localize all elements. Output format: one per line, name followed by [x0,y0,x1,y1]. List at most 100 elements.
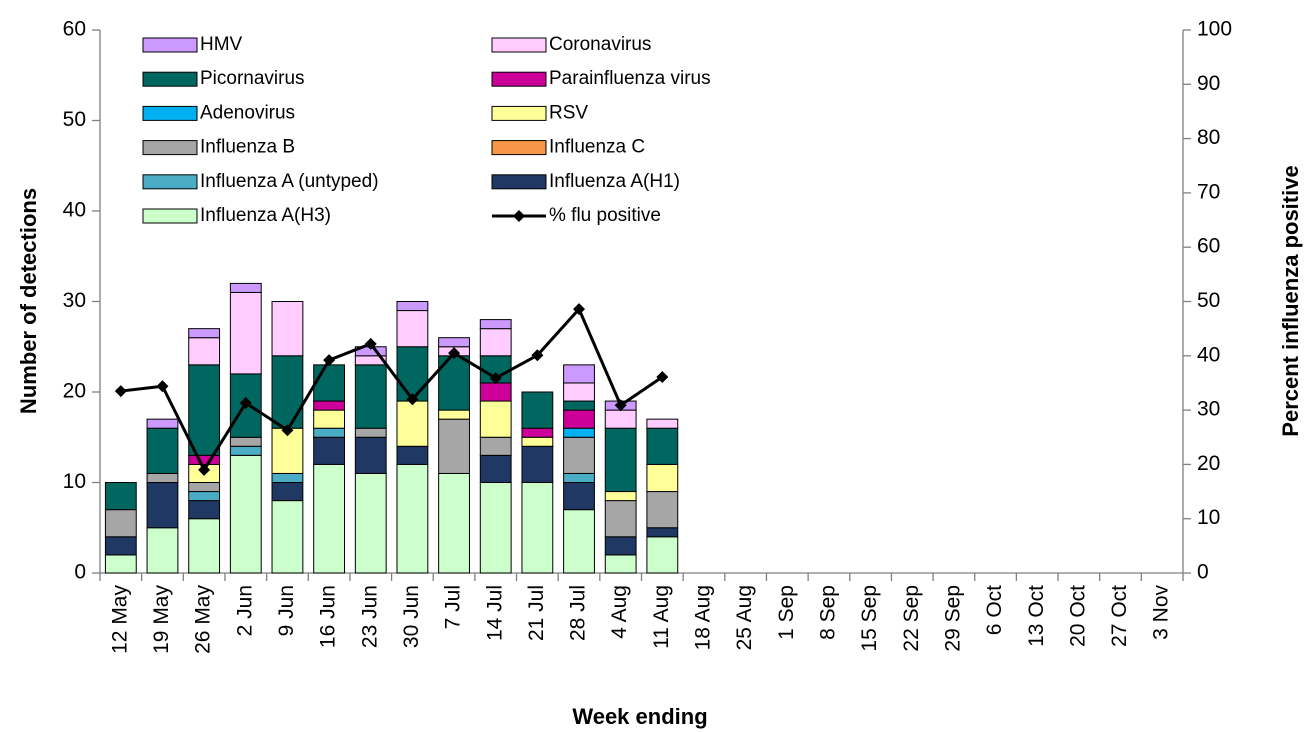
legend-label: Influenza B [200,137,295,158]
line-marker [198,463,211,476]
bar-segment [646,536,679,574]
bar-segment [229,454,262,574]
bar-segment [396,310,429,348]
bar-segment [188,364,221,456]
legend-swatch [142,140,198,156]
bar-segment [396,301,429,312]
bar-segment [646,491,679,529]
legend-label: Coronavirus [549,34,651,55]
bar-segment [563,364,595,384]
bar-segment [479,454,512,484]
line-marker [406,393,419,406]
x-tick-label: 28 Jul [567,585,590,641]
x-tick-label: 18 Aug [692,585,715,650]
x-tick-label: 1 Sep [775,585,798,640]
bar-segment [479,382,512,402]
legend-label: Picornavirus [200,68,305,89]
legend-swatch [491,140,547,156]
x-tick-label: 3 Nov [1150,585,1173,640]
bar-segment [146,418,179,429]
bar-segment [563,472,595,484]
bar-segment [229,291,262,375]
bar-segment [438,409,470,420]
y-tick-label: 60 [63,18,86,41]
legend-swatch [142,71,198,87]
x-tick-label: 20 Oct [1066,585,1089,647]
bar-segment [354,364,387,429]
bar-segment [188,328,221,339]
x-tick-label: 16 Jun [317,585,340,648]
legend-label: Influenza A(H3) [200,205,331,226]
bar-segment [396,346,429,402]
bar-segment [604,409,637,429]
x-tick-label: 6 Oct [983,585,1006,635]
legend-swatch [142,174,198,190]
legend-label: Influenza A (untyped) [200,171,379,192]
bar-segment [521,445,554,483]
bar-segment [146,427,179,474]
line-marker [656,370,669,383]
bar-segment [313,463,346,574]
x-tick-label: 21 Jul [525,585,548,641]
bar-segment [313,409,346,429]
line-marker [281,424,294,437]
bar-segment [313,400,346,411]
x-tick-label: 25 Aug [733,585,756,650]
legend-label: % flu positive [549,205,661,226]
y2-tick-label: 40 [1197,343,1220,366]
bar-segment [563,400,595,411]
x-tick-label: 12 May [108,585,131,654]
y-tick-label: 20 [63,380,86,403]
legend-label: Influenza A(H1) [549,171,680,192]
y2-tick-label: 100 [1197,18,1232,41]
bar-segment [521,482,554,574]
bar-segment [563,409,595,429]
line-marker [156,380,169,393]
y2-tick-label: 30 [1197,398,1220,421]
bar-segment [604,536,637,556]
line-marker [239,397,252,410]
y2-tick-label: 70 [1197,180,1220,203]
line-marker [323,354,336,367]
bar-segment [229,436,262,447]
bar-segment [188,337,221,366]
y-tick-label: 40 [63,199,86,222]
bar-segment [563,482,595,511]
bar-segment [146,482,179,529]
y2-tick-label: 90 [1197,72,1220,95]
bar-segment [354,436,387,474]
bar-segment [271,482,304,502]
bar-segment [354,472,387,574]
legend-swatch [491,105,547,121]
bar-segment [604,427,637,493]
x-tick-label: 9 Jun [275,585,298,636]
bar-segment [563,427,595,438]
bar-segment [354,427,387,438]
line-marker [448,347,461,360]
x-tick-label: 30 Jun [400,585,423,648]
y2-tick-label: 20 [1197,452,1220,475]
x-tick-label: 29 Sep [941,585,964,652]
bar-segment [521,391,554,429]
legend-label: Parainfluenza virus [549,68,711,89]
x-tick-label: 4 Aug [608,585,631,639]
x-tick-label: 2 Jun [233,585,256,636]
bar-segment [104,554,137,574]
y2-tick-label: 60 [1197,235,1220,258]
bar-segment [229,445,262,456]
x-axis-title: Week ending [572,704,707,729]
bar-segment [104,536,137,556]
x-tick-label: 26 May [192,585,215,654]
y2-tick-label: 0 [1197,561,1209,584]
bar-segment [188,491,221,502]
legend-label: Adenovirus [200,102,295,123]
bar-segment [438,472,470,574]
legend-label: Influenza C [549,137,645,158]
bar-segment [146,527,179,574]
bar-segment [521,427,554,438]
bar-segment [479,319,512,330]
bar-segment [604,554,637,574]
x-tick-label: 8 Sep [816,585,839,640]
bar-segment [646,427,679,465]
